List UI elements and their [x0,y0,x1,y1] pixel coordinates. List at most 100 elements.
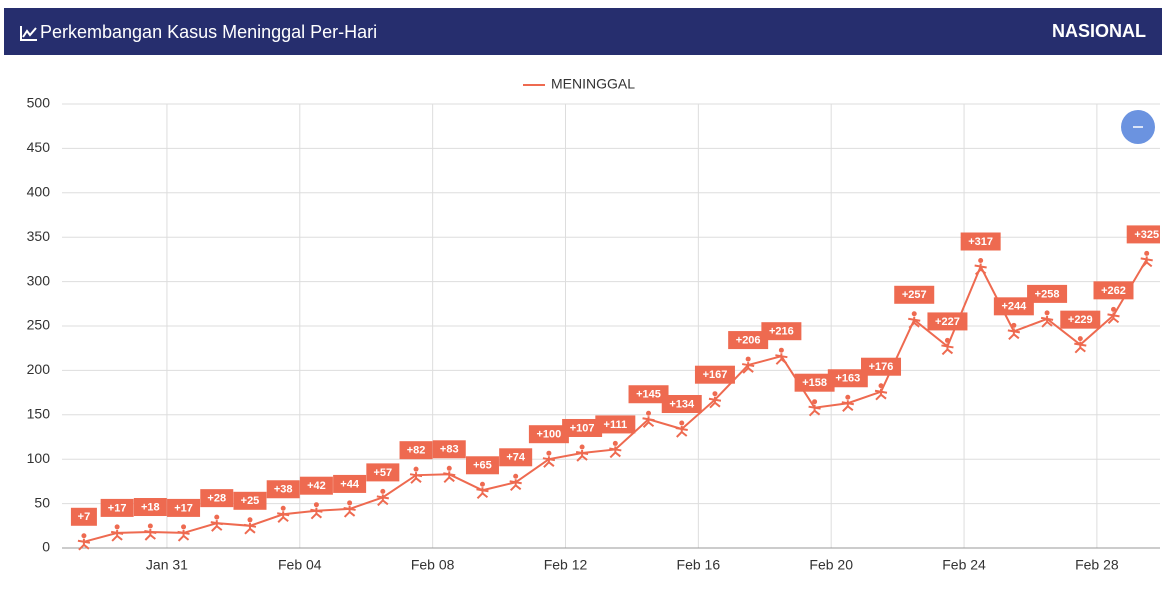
value-label: +17 [174,502,193,514]
point-marker [509,473,522,491]
marker-head [479,481,485,487]
value-label: +206 [736,334,761,346]
y-tick-label: 100 [27,450,51,466]
marker-head [1011,322,1017,328]
chart-icon [20,25,37,41]
marker-body [575,449,589,462]
point-marker [908,311,921,329]
value-label: +100 [537,429,562,441]
x-tick-label: Feb 28 [1075,557,1119,573]
marker-head [1111,306,1117,312]
value-label-bg [366,463,400,482]
marker-head [546,450,552,456]
point-marker [808,399,821,417]
point-marker [310,502,323,520]
marker-head [646,410,652,416]
point-marker [110,524,124,542]
marker-head [280,505,286,511]
marker-head [114,524,120,530]
value-label-bg [794,373,835,392]
value-label: +7 [78,511,91,523]
plot: +7 +17 +18 +17 +28 +25 +38 +42 +44 +57 +82 +83 +65 +7… [70,225,1160,551]
value-label: +111 [604,419,628,431]
marker-body [941,343,954,356]
value-label-bg [628,385,669,404]
marker-head [745,356,751,362]
point-marker [874,383,888,401]
value-label: +317 [968,236,993,248]
value-label: +83 [440,444,459,456]
point-marker [675,420,688,438]
value-label: +65 [473,460,492,472]
point-marker [376,488,389,507]
value-label: +325 [1134,229,1159,241]
marker-head [446,465,452,471]
marker-body [443,471,456,484]
value-label-bg [233,491,267,510]
marker-head [845,394,851,400]
point-marker [210,514,223,532]
x-tick-label: Feb 12 [544,557,588,573]
y-tick-label: 450 [27,139,51,155]
x-tick-label: Jan 31 [146,557,188,573]
value-label: +44 [340,478,360,490]
header-badge: NASIONAL [1052,21,1146,41]
marker-head [380,488,386,494]
header: Perkembangan Kasus Meninggal Per-Hari NA… [4,8,1162,55]
value-label-bg [927,312,968,331]
marker-body [874,388,888,401]
value-label-bg [960,232,1001,251]
value-label-bg [827,369,868,388]
point-marker [177,524,190,542]
marker-body [144,529,157,541]
point-marker [575,444,589,462]
marker-body [277,511,290,523]
point-marker [841,394,854,412]
point-marker [409,466,423,484]
value-label: +18 [141,501,160,513]
value-label: +38 [274,484,293,496]
value-label-bg [694,365,735,384]
value-label: +176 [869,361,894,373]
value-label-bg [1060,310,1101,329]
point-marker [343,500,356,518]
y-tick-label: 150 [27,406,51,422]
point-marker [476,481,489,499]
point-marker [974,258,987,276]
marker-head [1144,250,1150,256]
marker-head [247,517,253,523]
value-label-bg [894,285,935,304]
point-marker [542,450,556,468]
value-label-bg [432,440,466,459]
zoom-button[interactable] [1121,110,1155,144]
value-label-bg [528,425,569,444]
value-label: +262 [1101,285,1126,297]
value-label-bg [465,456,499,475]
point-marker [443,465,456,484]
marker-head [612,440,618,446]
marker-body [742,362,755,374]
y-tick-label: 350 [27,228,51,244]
value-label-bg [333,474,367,493]
marker-head [579,444,585,450]
marker-body [509,479,522,491]
value-label-bg [1126,225,1160,244]
marker-body [343,505,356,518]
x-tick-label: Feb 20 [809,557,853,573]
y-tick-label: 250 [27,317,51,333]
value-label: +57 [373,467,392,479]
marker-head [214,514,220,520]
point-marker [1107,306,1120,325]
value-label-bg [861,357,902,376]
marker-body [243,522,257,535]
marker-head [81,533,87,539]
value-label-bg [70,507,97,526]
point-marker [642,410,655,428]
y-tick-label: 400 [27,184,51,200]
y-tick-label: 200 [27,361,51,377]
marker-head [1044,310,1050,316]
value-label-bg [993,297,1034,316]
marker-body [675,426,688,438]
